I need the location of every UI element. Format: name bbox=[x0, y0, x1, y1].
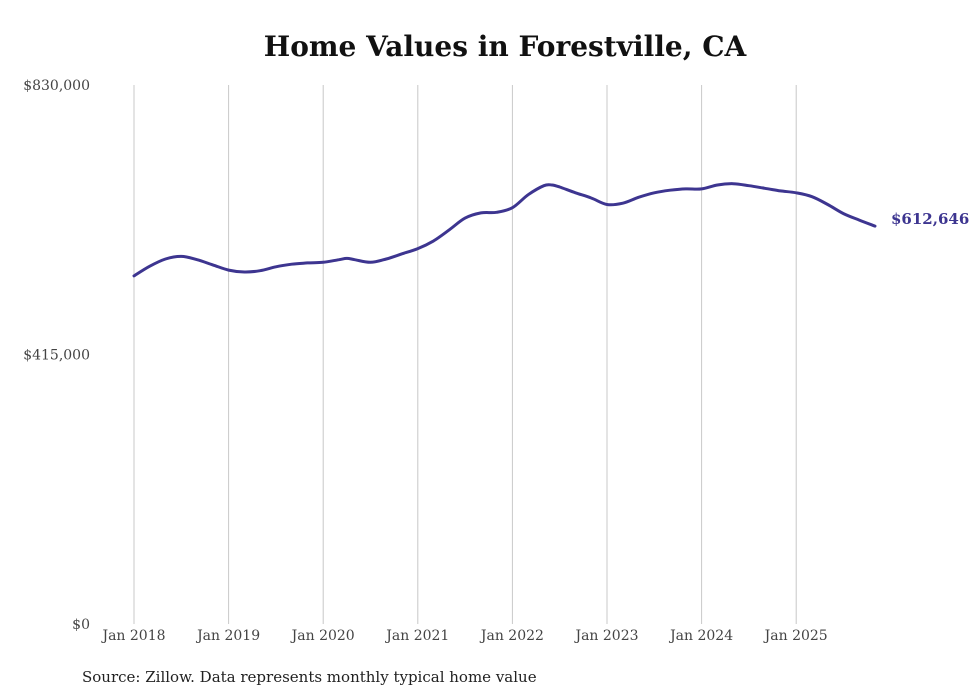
x-axis-tick-labels: Jan 2018 Jan 2019 Jan 2020 Jan 2021 Jan 2022… bbox=[100, 628, 827, 644]
grid-lines bbox=[133, 85, 797, 624]
x-tick-label: Jan 2022 bbox=[479, 628, 544, 644]
line-chart: $0$415,000$830,000 Jan 2018 Jan 2019 Jan 2… bbox=[23, 78, 969, 644]
x-tick-label: Jan 2025 bbox=[763, 628, 828, 644]
x-tick-label: Jan 2019 bbox=[195, 628, 260, 644]
y-tick-label: $830,000 bbox=[23, 78, 90, 94]
x-tick-label: Jan 2023 bbox=[573, 628, 638, 644]
x-tick-label: Jan 2018 bbox=[100, 628, 165, 644]
y-axis-tick-labels: $0 $415,000 $830,000 bbox=[23, 78, 90, 633]
x-tick-label: Jan 2020 bbox=[290, 628, 355, 644]
y-tick-label: $415,000 bbox=[23, 348, 90, 364]
series-layer bbox=[132, 182, 877, 278]
chart-title: Home Values in Forestville, CA bbox=[263, 30, 747, 63]
y-tick-label: $0 bbox=[72, 617, 90, 633]
x-tick-label: Jan 2024 bbox=[668, 628, 733, 644]
end-value-label: $612,646 bbox=[891, 210, 969, 228]
series-line-0 bbox=[132, 182, 877, 278]
x-tick-label: Jan 2021 bbox=[384, 628, 449, 644]
source-note: Source: Zillow. Data represents monthly … bbox=[82, 668, 537, 686]
